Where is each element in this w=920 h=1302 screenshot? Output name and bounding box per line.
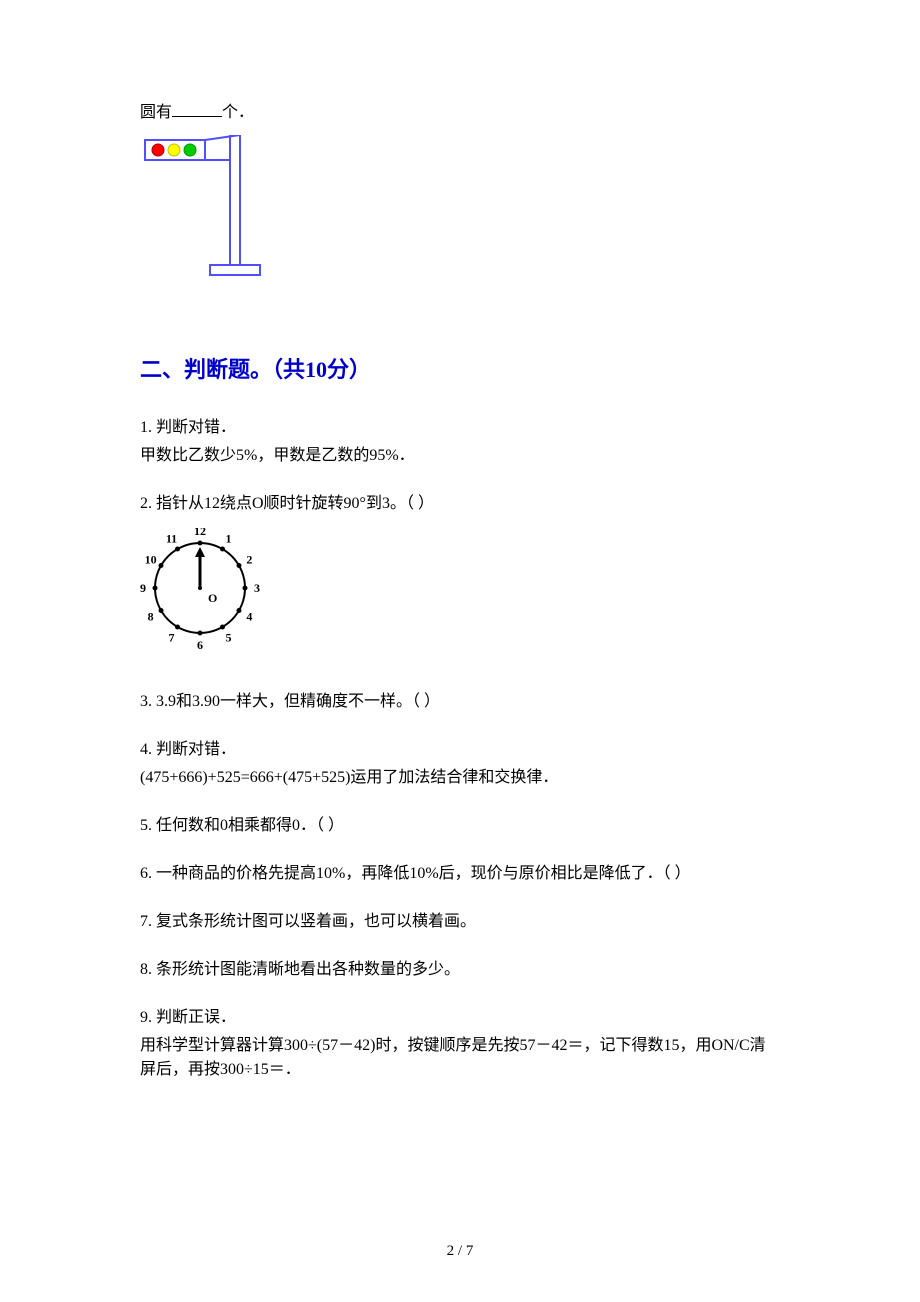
svg-text:8: 8 (148, 610, 154, 624)
intro-line: 圆有 个． (140, 100, 780, 125)
svg-text:12: 12 (194, 528, 206, 538)
question-1: 1. 判断对错． 甲数比乙数少5%，甲数是乙数的95%． (140, 416, 780, 468)
section-2-heading: 二、判断题。（共10分） (140, 353, 780, 386)
svg-text:6: 6 (197, 638, 203, 652)
q9-line1: 9. 判断正误． (140, 1006, 780, 1030)
svg-text:O: O (208, 591, 217, 605)
question-9: 9. 判断正误． 用科学型计算器计算300÷(57－42)时，按键顺序是先按57… (140, 1006, 780, 1082)
svg-text:5: 5 (226, 630, 232, 644)
svg-text:3: 3 (254, 581, 260, 595)
q4-line1: 4. 判断对错． (140, 738, 780, 762)
intro-prefix: 圆有 (140, 104, 172, 121)
q1-line2: 甲数比乙数少5%，甲数是乙数的95%． (140, 444, 780, 468)
svg-text:11: 11 (166, 532, 177, 546)
q5-text: 5. 任何数和0相乘都得0．（ ） (140, 814, 780, 838)
question-7: 7. 复式条形统计图可以竖着画，也可以横着画。 (140, 910, 780, 934)
clock-figure: 121234567891011O (140, 528, 780, 666)
question-6: 6. 一种商品的价格先提高10%，再降低10%后，现价与原价相比是降低了．（ ） (140, 862, 780, 886)
question-3: 3. 3.9和3.90一样大，但精确度不一样。（ ） (140, 690, 780, 714)
q3-text: 3. 3.9和3.90一样大，但精确度不一样。（ ） (140, 690, 780, 714)
intro-suffix: 个． (222, 104, 254, 121)
clock-svg: 121234567891011O (140, 528, 290, 658)
svg-text:2: 2 (246, 553, 252, 567)
q7-text: 7. 复式条形统计图可以竖着画，也可以横着画。 (140, 910, 780, 934)
svg-text:1: 1 (226, 532, 232, 546)
page-container: 圆有 个． 二、判断题。（共10分） 1. 判断对错． 甲数比乙数少5%，甲数是乙… (0, 0, 920, 1302)
q9-line2: 用科学型计算器计算300÷(57－42)时，按键顺序是先按57－42＝，记下得数… (140, 1034, 780, 1082)
svg-text:10: 10 (145, 553, 157, 567)
svg-text:9: 9 (140, 581, 146, 595)
q6-text: 6. 一种商品的价格先提高10%，再降低10%后，现价与原价相比是降低了．（ ） (140, 862, 780, 886)
traffic-light-svg (140, 135, 270, 285)
question-2: 2. 指针从12绕点O顺时针旋转90°到3。（ ） 12123456789101… (140, 492, 780, 666)
svg-text:7: 7 (169, 630, 175, 644)
q2-text: 2. 指针从12绕点O顺时针旋转90°到3。（ ） (140, 492, 780, 516)
traffic-light-figure (140, 135, 780, 293)
page-footer: 2 / 7 (0, 1240, 920, 1263)
svg-text:4: 4 (246, 610, 252, 624)
q8-text: 8. 条形统计图能清晰地看出各种数量的多少。 (140, 958, 780, 982)
fill-blank[interactable] (172, 100, 222, 117)
question-4: 4. 判断对错． (475+666)+525=666+(475+525)运用了加… (140, 738, 780, 790)
q4-line2: (475+666)+525=666+(475+525)运用了加法结合律和交换律． (140, 766, 780, 790)
question-8: 8. 条形统计图能清晰地看出各种数量的多少。 (140, 958, 780, 982)
q1-line1: 1. 判断对错． (140, 416, 780, 440)
question-5: 5. 任何数和0相乘都得0．（ ） (140, 814, 780, 838)
